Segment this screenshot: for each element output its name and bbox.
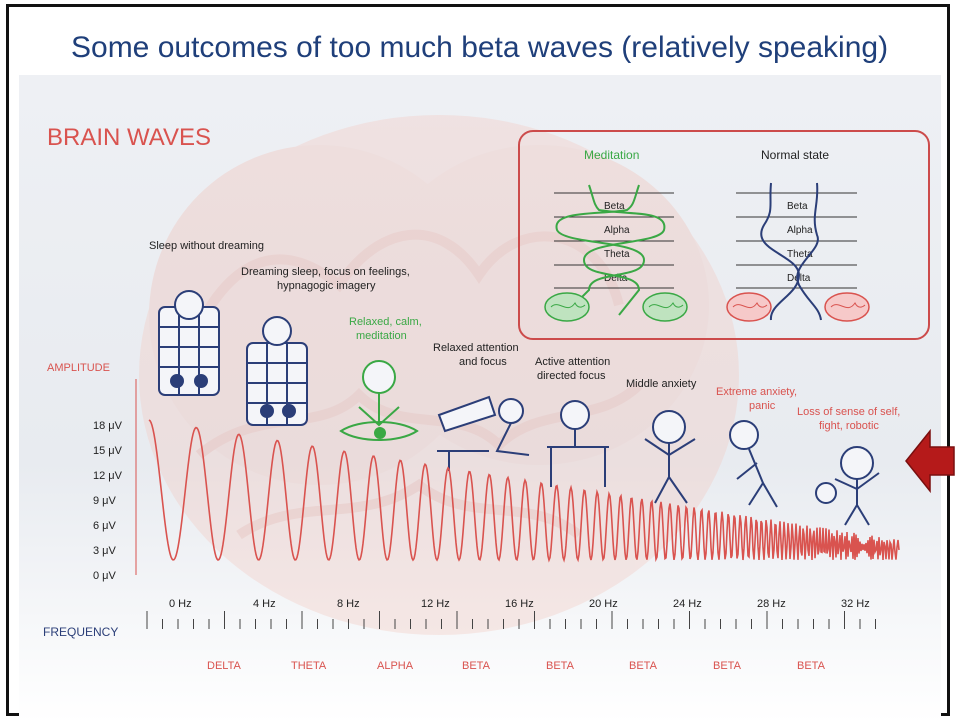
brain-waves-infographic: BRAIN WAVES Meditation Normal state Beta… bbox=[19, 75, 941, 723]
desk-figure bbox=[547, 400, 609, 487]
inset-level-lines bbox=[554, 192, 857, 289]
amplitude-tick-6: 0 μV bbox=[93, 570, 117, 582]
red-brain-icon-1 bbox=[726, 292, 772, 322]
band-label-1: THETA bbox=[291, 660, 327, 672]
inset-level-right-0: Beta bbox=[787, 201, 808, 212]
dreaming-figure bbox=[246, 316, 308, 426]
amplitude-tick-5: 3 μV bbox=[93, 545, 117, 557]
amplitude-axis-label: AMPLITUDE bbox=[47, 362, 110, 374]
normal-wave-left bbox=[760, 182, 801, 321]
frequency-tick-0: 0 Hz bbox=[169, 598, 192, 610]
frequency-minor-ticks bbox=[146, 611, 876, 629]
infographic-svg: BRAIN WAVES Meditation Normal state Beta… bbox=[43, 115, 930, 672]
slide-title: Some outcomes of too much beta waves (re… bbox=[71, 31, 889, 64]
band-label-2: ALPHA bbox=[377, 660, 414, 672]
label-attention-1: Relaxed attention bbox=[433, 342, 519, 354]
inset-level-right-2: Theta bbox=[787, 249, 813, 260]
slide-frame: Some outcomes of too much beta waves (re… bbox=[6, 4, 950, 723]
label-dreaming-1: Dreaming sleep, focus on feelings, bbox=[241, 266, 410, 278]
brain-background-illustration bbox=[139, 115, 739, 635]
label-active-2: directed focus bbox=[537, 370, 606, 382]
band-label-6: BETA bbox=[713, 660, 742, 672]
label-extreme-2: panic bbox=[749, 400, 776, 412]
sleeping-figure bbox=[158, 290, 220, 396]
inset-level-left-3: Delta bbox=[604, 273, 628, 284]
amplitude-tick-labels: 18 μV 15 μV 12 μV 9 μV 6 μV 3 μV 0 μV bbox=[93, 420, 123, 582]
label-loss-2: fight, robotic bbox=[819, 420, 879, 432]
label-active-1: Active attention bbox=[535, 356, 610, 368]
brain-wave-signal bbox=[148, 419, 900, 563]
band-label-7: BETA bbox=[797, 660, 826, 672]
frequency-tick-labels: 0 Hz 4 Hz 8 Hz 12 Hz 16 Hz 20 Hz 24 Hz 28 Hz 32 … bbox=[169, 598, 870, 610]
pointer-arrow-icon bbox=[904, 425, 956, 497]
red-brain-icon-2 bbox=[824, 292, 870, 322]
amplitude-tick-4: 6 μV bbox=[93, 520, 117, 532]
amplitude-tick-3: 9 μV bbox=[93, 495, 117, 507]
band-label-3: BETA bbox=[462, 660, 491, 672]
label-attention-2: and focus bbox=[459, 356, 507, 368]
meditation-vs-normal-inset: Meditation Normal state Beta Beta Alpha Alp… bbox=[518, 130, 930, 340]
telescope-figure bbox=[437, 395, 530, 471]
meditation-inset-title: Meditation bbox=[584, 148, 639, 162]
frequency-tick-7: 28 Hz bbox=[757, 598, 786, 610]
brain-waves-heading: BRAIN WAVES bbox=[47, 124, 211, 151]
amplitude-tick-2: 12 μV bbox=[93, 470, 123, 482]
frequency-tick-3: 12 Hz bbox=[421, 598, 450, 610]
band-label-5: BETA bbox=[629, 660, 658, 672]
inset-level-left-1: Alpha bbox=[604, 225, 630, 236]
meditation-wave-right bbox=[555, 184, 646, 316]
label-dreaming-2: hypnagogic imagery bbox=[277, 280, 376, 292]
anxious-figure bbox=[644, 410, 696, 504]
frequency-tick-5: 20 Hz bbox=[589, 598, 618, 610]
panic-figure bbox=[729, 420, 778, 508]
frequency-band-labels: DELTA THETA ALPHA BETA BETA BETA BETA BETA bbox=[207, 660, 826, 672]
frequency-tick-6: 24 Hz bbox=[673, 598, 702, 610]
frequency-axis-label: FREQUENCY bbox=[43, 625, 118, 639]
state-labels: Sleep without dreaming Dreaming sleep, f… bbox=[149, 240, 900, 432]
label-relaxed-1: Relaxed, calm, bbox=[349, 316, 422, 328]
normal-state-inset-title: Normal state bbox=[761, 148, 829, 162]
amplitude-tick-0: 18 μV bbox=[93, 420, 123, 432]
inset-level-left-2: Theta bbox=[604, 249, 630, 260]
amplitude-tick-1: 15 μV bbox=[93, 445, 123, 457]
frequency-tick-8: 32 Hz bbox=[841, 598, 870, 610]
meditating-figure bbox=[339, 360, 419, 441]
label-extreme-1: Extreme anxiety, bbox=[716, 386, 797, 398]
label-loss-1: Loss of sense of self, bbox=[797, 406, 900, 418]
inset-level-left-0: Beta bbox=[604, 201, 625, 212]
normal-wave-right bbox=[796, 182, 822, 321]
figures bbox=[158, 290, 880, 526]
green-brain-icon-2 bbox=[642, 292, 688, 322]
frequency-tick-4: 16 Hz bbox=[505, 598, 534, 610]
meditation-wave-left bbox=[582, 184, 666, 316]
band-label-4: BETA bbox=[546, 660, 575, 672]
label-relaxed-2: meditation bbox=[356, 330, 407, 342]
label-middle-anxiety: Middle anxiety bbox=[626, 378, 697, 390]
green-brain-icon-1 bbox=[544, 292, 590, 322]
inset-level-right-1: Alpha bbox=[787, 225, 813, 236]
band-label-0: DELTA bbox=[207, 660, 241, 672]
frequency-tick-2: 8 Hz bbox=[337, 598, 360, 610]
frequency-tick-1: 4 Hz bbox=[253, 598, 276, 610]
robotic-figure bbox=[815, 446, 880, 526]
label-sleep: Sleep without dreaming bbox=[149, 240, 264, 252]
